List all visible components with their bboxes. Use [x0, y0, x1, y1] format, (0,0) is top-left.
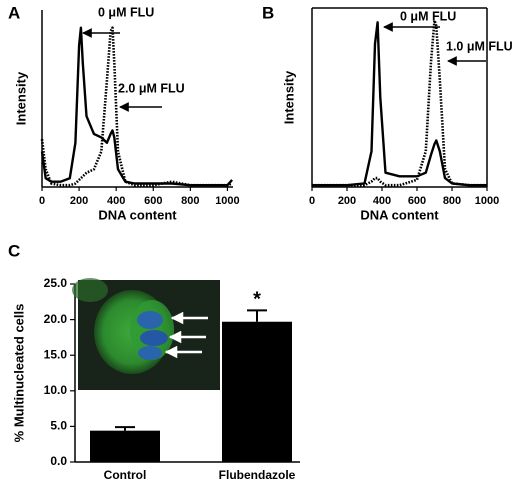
panel-label: C [8, 241, 20, 260]
x-tick-label: 800 [443, 195, 461, 207]
x-tick-label: Control [104, 468, 147, 482]
x-tick-label: 600 [408, 195, 426, 207]
y-tick-label: 0.0 [50, 454, 67, 468]
error-bar [115, 426, 135, 431]
y-tick-label: 10.0 [44, 383, 68, 397]
y-axis-label: Intensity [13, 71, 28, 125]
x-tick-label: Flubendazole [219, 468, 296, 482]
x-tick-label: 0 [309, 195, 315, 207]
y-tick-label: 5.0 [50, 419, 67, 433]
series-annotation: 2.0 μM FLU [118, 81, 185, 95]
x-tick-label: 400 [373, 195, 391, 207]
inset-image [72, 278, 220, 390]
series-line [40, 26, 233, 187]
y-tick-label: 25.0 [44, 276, 68, 290]
x-axis-label: DNA content [98, 207, 177, 222]
x-tick-label: 1000 [215, 195, 239, 207]
series-annotation: 0 μM FLU [400, 9, 456, 23]
error-bar [247, 309, 267, 322]
series-annotation: 1.0 μM FLU [446, 39, 513, 53]
x-tick-label: 0 [39, 195, 45, 207]
x-tick-label: 400 [107, 195, 125, 207]
bar [90, 430, 160, 462]
y-tick-label: 20.0 [44, 312, 68, 326]
y-tick-label: 15.0 [44, 347, 68, 361]
series-line [40, 26, 233, 187]
series-annotation: 0 μM FLU [98, 5, 154, 19]
y-axis-label: % Multinucleated cells [11, 304, 26, 443]
x-tick-label: 800 [181, 195, 199, 207]
bar [222, 321, 292, 462]
x-tick-label: 1000 [475, 195, 499, 207]
panel-label: B [262, 3, 274, 22]
series-line [312, 19, 487, 187]
x-axis-label: DNA content [360, 207, 439, 222]
x-tick-label: 200 [70, 195, 88, 207]
significance-marker: * [253, 288, 261, 310]
x-tick-label: 600 [144, 195, 162, 207]
panel-label: A [8, 3, 20, 22]
x-tick-label: 200 [338, 195, 356, 207]
series-line [312, 21, 487, 187]
y-axis-label: Intensity [281, 70, 296, 124]
